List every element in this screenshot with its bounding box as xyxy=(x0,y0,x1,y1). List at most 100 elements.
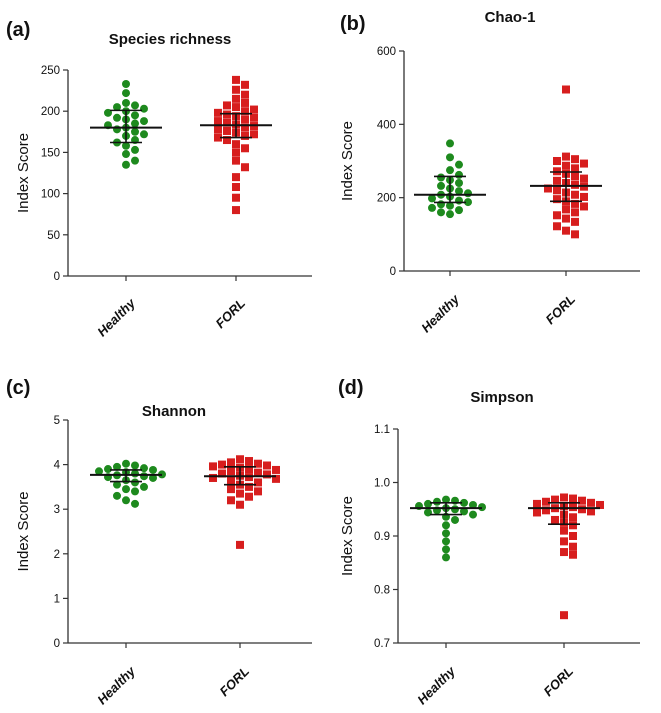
data-point-healthy xyxy=(460,498,468,507)
data-point-forl xyxy=(263,470,271,479)
data-point-healthy xyxy=(122,98,130,107)
y-tick-label: 0.7 xyxy=(374,638,390,650)
data-point-forl xyxy=(209,473,217,482)
data-point-healthy xyxy=(122,160,130,169)
data-point-healthy xyxy=(455,206,463,215)
data-point-healthy xyxy=(460,507,468,516)
y-tick-label: 200 xyxy=(377,193,396,205)
y-tick-label: 5 xyxy=(54,415,60,427)
data-point-forl xyxy=(596,500,604,509)
data-point-healthy xyxy=(464,198,472,207)
x-tick-label: FORL xyxy=(212,295,248,331)
x-tick-label: FORL xyxy=(540,663,576,699)
data-point-healthy xyxy=(446,153,454,162)
data-point-forl xyxy=(214,125,222,134)
data-point-healthy xyxy=(131,101,139,110)
data-point-forl xyxy=(232,94,240,103)
data-point-forl xyxy=(580,174,588,183)
data-point-healthy xyxy=(464,189,472,198)
data-point-forl xyxy=(232,140,240,149)
panel-c: (c) Shannon Index Score 0 1 2 3 4 5 Healthy FORL xyxy=(6,377,312,707)
data-point-forl xyxy=(571,217,579,226)
data-point-forl xyxy=(569,494,577,503)
data-point-forl xyxy=(571,230,579,239)
data-point-healthy xyxy=(95,467,103,476)
data-point-forl xyxy=(551,515,559,524)
data-point-healthy xyxy=(140,472,148,481)
data-point-healthy xyxy=(131,461,139,470)
data-point-healthy xyxy=(131,478,139,487)
panel-label: (a) xyxy=(6,19,30,41)
y-tick-label: 400 xyxy=(377,119,396,131)
data-point-healthy xyxy=(469,510,477,519)
data-point-forl xyxy=(241,80,249,89)
data-point-healthy xyxy=(446,166,454,175)
chart-title: Shannon xyxy=(142,403,206,420)
data-point-healthy xyxy=(442,521,450,530)
data-point-forl xyxy=(232,173,240,182)
y-axis-label: Index Score xyxy=(15,133,32,213)
data-point-forl xyxy=(571,199,579,208)
data-point-forl xyxy=(245,457,253,466)
data-point-forl xyxy=(232,183,240,192)
data-point-forl xyxy=(272,465,280,474)
data-point-forl xyxy=(250,130,258,139)
data-point-healthy xyxy=(122,89,130,98)
x-tick-label: Healthy xyxy=(414,663,458,707)
data-point-forl xyxy=(232,75,240,84)
data-point-forl xyxy=(223,126,231,135)
data-point-forl xyxy=(218,460,226,469)
data-point-healthy xyxy=(131,156,139,165)
data-point-forl xyxy=(533,499,541,508)
y-tick-label: 3 xyxy=(54,504,60,516)
data-point-forl xyxy=(232,148,240,157)
data-point-healthy xyxy=(437,173,445,182)
data-point-forl xyxy=(245,492,253,501)
data-point-healthy xyxy=(113,491,121,500)
data-point-healthy xyxy=(131,145,139,154)
data-point-healthy xyxy=(140,464,148,473)
data-point-forl xyxy=(560,537,568,546)
data-point-forl xyxy=(214,133,222,142)
data-point-healthy xyxy=(122,496,130,505)
data-point-forl xyxy=(571,180,579,189)
data-point-forl xyxy=(232,85,240,94)
chart-title: Species richness xyxy=(109,31,232,48)
data-point-forl xyxy=(241,90,249,99)
data-point-forl xyxy=(241,98,249,107)
data-point-forl xyxy=(533,508,541,517)
data-point-forl xyxy=(544,184,552,193)
data-point-healthy xyxy=(442,529,450,538)
data-point-forl xyxy=(254,459,262,468)
y-tick-label: 2 xyxy=(54,549,60,561)
data-point-forl xyxy=(227,485,235,494)
panel-a: (a) Species richness Index Score 0 50 100 150 2… xyxy=(6,19,312,339)
data-point-healthy xyxy=(455,179,463,187)
data-point-forl xyxy=(223,101,231,110)
data-point-forl xyxy=(236,540,244,549)
data-point-forl xyxy=(569,532,577,540)
data-point-forl xyxy=(250,105,258,114)
data-point-forl xyxy=(587,498,595,507)
data-point-healthy xyxy=(446,210,454,219)
data-point-forl xyxy=(562,205,570,214)
data-point-forl xyxy=(562,85,570,94)
panel-label: (d) xyxy=(338,377,364,399)
y-tick-label: 0.9 xyxy=(374,531,390,543)
y-axis-label: Index Score xyxy=(15,491,32,571)
data-point-forl xyxy=(241,107,249,116)
data-point-forl xyxy=(542,506,550,515)
y-tick-label: 1.1 xyxy=(374,424,390,436)
data-point-healthy xyxy=(433,497,441,506)
data-point-forl xyxy=(254,478,262,487)
data-point-forl xyxy=(241,131,249,140)
data-point-forl xyxy=(571,190,579,199)
y-tick-label: 0 xyxy=(54,638,60,650)
data-point-healthy xyxy=(149,473,157,482)
data-point-healthy xyxy=(442,545,450,554)
y-tick-label: 4 xyxy=(54,460,61,472)
data-point-forl xyxy=(272,474,280,483)
y-tick-label: 150 xyxy=(41,147,60,159)
data-point-forl xyxy=(553,195,561,204)
data-point-healthy xyxy=(113,113,121,122)
